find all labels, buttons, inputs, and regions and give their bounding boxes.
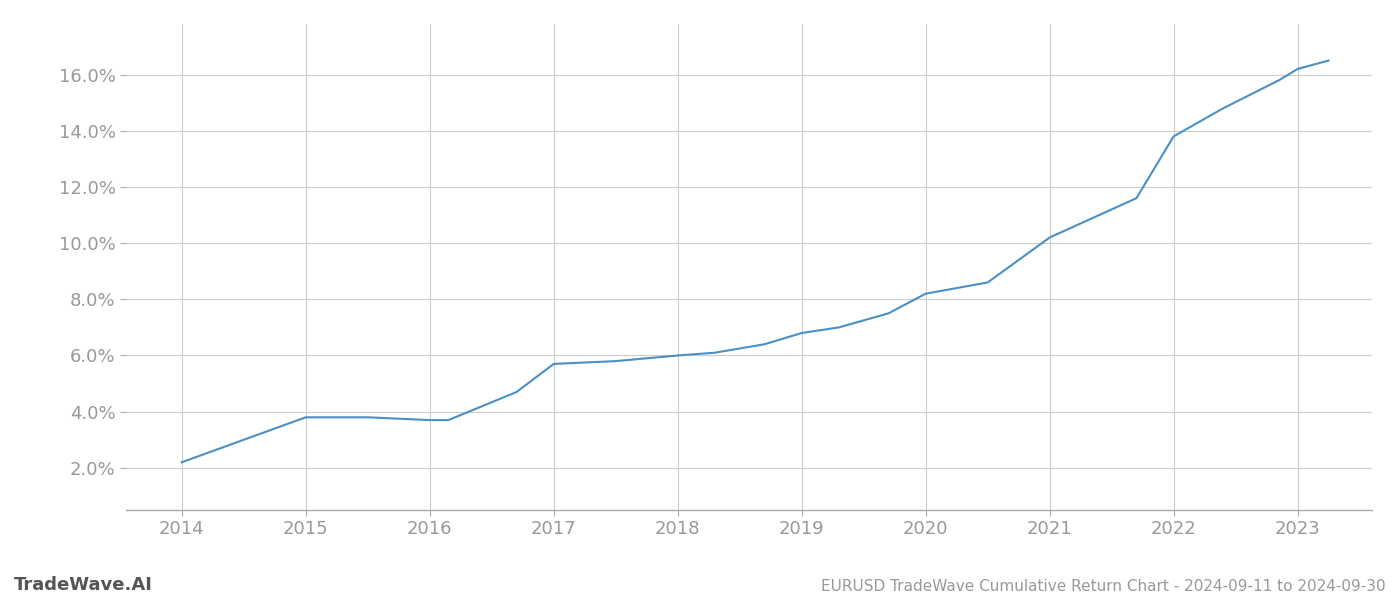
Text: TradeWave.AI: TradeWave.AI (14, 576, 153, 594)
Text: EURUSD TradeWave Cumulative Return Chart - 2024-09-11 to 2024-09-30: EURUSD TradeWave Cumulative Return Chart… (822, 579, 1386, 594)
